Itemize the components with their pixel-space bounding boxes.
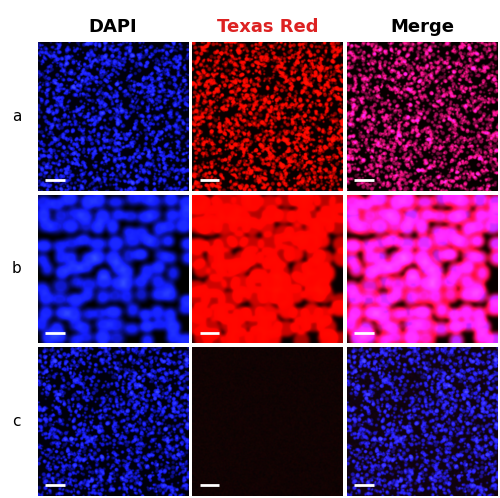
Text: c: c [12,414,20,429]
Text: a: a [12,109,21,124]
Text: Merge: Merge [390,18,454,36]
Text: Texas Red: Texas Red [217,18,318,36]
Text: DAPI: DAPI [88,18,137,36]
Text: b: b [12,261,22,276]
